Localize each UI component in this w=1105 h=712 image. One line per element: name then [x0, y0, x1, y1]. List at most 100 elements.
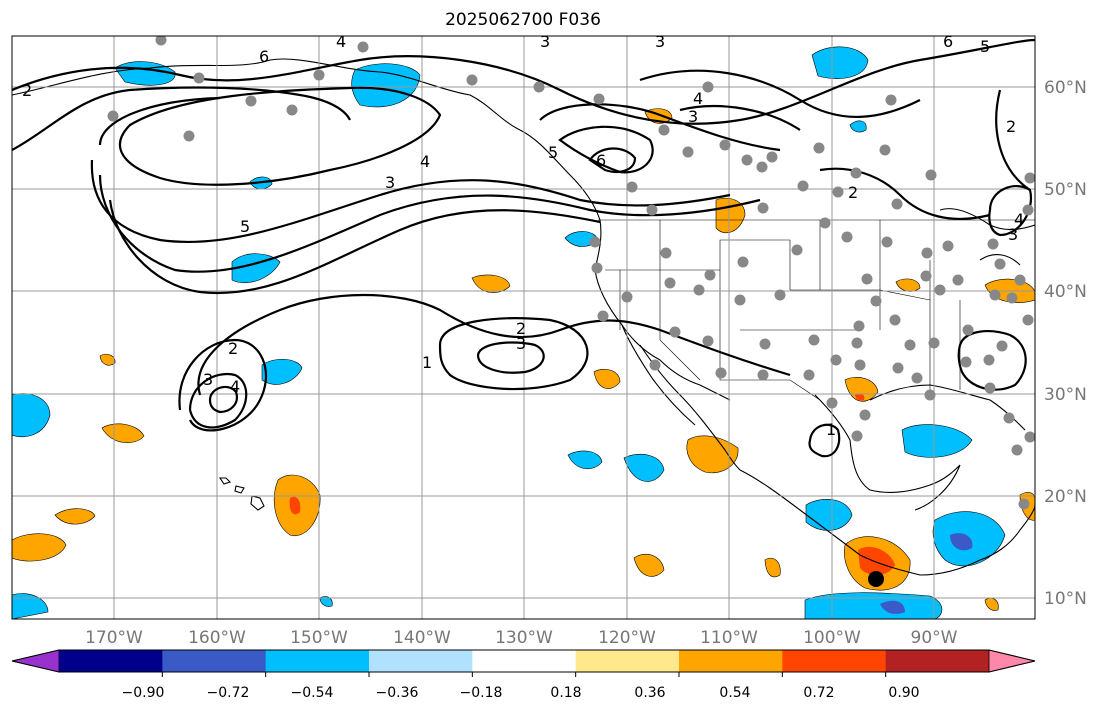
colorbar-label: −0.36 [376, 685, 419, 701]
colorbar-label: 0.36 [634, 685, 665, 701]
colorbar [11, 649, 1036, 677]
station-dot [870, 295, 882, 307]
station-dot [892, 362, 904, 374]
colorbar-labels: −0.90 −0.72 −0.54 −0.36 −0.18 0.18 0.36 … [122, 685, 920, 701]
station-dot [704, 269, 716, 281]
colorbar-segment [265, 650, 370, 672]
contour-label: 6 [596, 151, 606, 170]
station-dot [987, 238, 999, 250]
station-dot [853, 320, 865, 332]
colorbar-label: 0.72 [803, 685, 834, 701]
station-dot [881, 236, 893, 248]
lat-label: 60°N [1044, 78, 1087, 98]
station-dot [597, 310, 609, 322]
colorbar-label: −0.72 [207, 685, 250, 701]
colorbar-segment [369, 650, 473, 672]
station-dot [589, 236, 601, 248]
station-dot [759, 338, 771, 350]
contour-label: 5 [548, 143, 558, 162]
political-borders [598, 219, 1035, 401]
station-dot [193, 72, 205, 84]
colorbar-label: 0.18 [550, 685, 581, 701]
station-dot [984, 382, 996, 394]
station-dot [791, 244, 803, 256]
station-dot [756, 161, 768, 173]
lon-label: 100°W [803, 628, 861, 648]
contour-label: 3 [655, 32, 665, 51]
longitude-axis: 170°W 160°W 150°W 140°W 130°W 120°W 110°… [85, 628, 958, 648]
station-dot [245, 95, 257, 107]
contour-label: 3 [203, 370, 213, 389]
station-dot [851, 430, 863, 442]
station-dot [934, 284, 946, 296]
station-dot [593, 93, 605, 105]
lat-label: 10°N [1044, 589, 1087, 609]
station-dot [891, 198, 903, 210]
contour-label: 6 [943, 32, 953, 51]
contour-label: 4 [420, 152, 430, 171]
colorbar-segment [885, 650, 990, 672]
contour-lines [12, 38, 1035, 458]
contour-label: 4 [336, 32, 346, 51]
station-dot [774, 289, 786, 301]
station-dot [952, 274, 964, 286]
lon-label: 150°W [290, 628, 348, 648]
station-dot [803, 369, 815, 381]
station-dot [1018, 498, 1030, 510]
contour-label: 3 [540, 32, 550, 51]
lon-label: 120°W [598, 628, 656, 648]
map-title: 2025062700 F036 [445, 10, 601, 30]
station-dot [715, 367, 727, 379]
map-frame [11, 35, 1036, 620]
contour-label: 2 [848, 183, 858, 202]
station-dot [797, 180, 809, 192]
contour-label: 2 [22, 81, 32, 100]
lat-label: 50°N [1044, 180, 1087, 200]
station-dot [942, 240, 954, 252]
station-dot [850, 167, 862, 179]
colorbar-label: 0.54 [719, 685, 750, 701]
station-dot [879, 144, 891, 156]
station-dot [994, 258, 1006, 270]
contour-label: 5 [980, 37, 990, 56]
colorbar-segment [679, 650, 783, 672]
lon-label: 170°W [85, 628, 143, 648]
station-dot [830, 354, 842, 366]
station-dot [183, 130, 195, 142]
station-dot [626, 181, 638, 193]
contour-label: 2 [516, 319, 526, 338]
station-dot [621, 291, 633, 303]
station-dot [107, 110, 119, 122]
station-dot [1003, 412, 1015, 424]
colorbar-segment [59, 650, 163, 672]
station-dot [766, 151, 778, 163]
station-markers [107, 36, 1035, 510]
station-dot [649, 359, 661, 371]
station-dot [646, 204, 658, 216]
station-dot [286, 104, 298, 116]
station-dot [734, 294, 746, 306]
contour-label: 6 [259, 47, 269, 66]
station-dot [832, 186, 844, 198]
colorbar-label: −0.18 [460, 685, 503, 701]
contour-label: 2 [1006, 117, 1016, 136]
contour-label: 1 [826, 420, 836, 439]
colorbar-label: −0.90 [122, 685, 165, 701]
station-dot [841, 231, 853, 243]
station-dot [854, 359, 866, 371]
colorbar-label: −0.54 [291, 685, 334, 701]
station-dot [989, 289, 1001, 301]
colorbar-segment [575, 650, 680, 672]
colorbar-segment [988, 649, 1036, 673]
station-dot [925, 169, 937, 181]
station-dot [861, 273, 873, 285]
contour-label: 2 [228, 339, 238, 358]
station-dot [682, 146, 694, 158]
lon-label: 90°W [911, 628, 958, 648]
lon-label: 140°W [393, 628, 451, 648]
station-dot [819, 217, 831, 229]
latitude-axis: 60°N 50°N 40°N 30°N 20°N 10°N [1044, 78, 1087, 609]
contour-label: 1 [422, 353, 432, 372]
station-dot [983, 354, 995, 366]
